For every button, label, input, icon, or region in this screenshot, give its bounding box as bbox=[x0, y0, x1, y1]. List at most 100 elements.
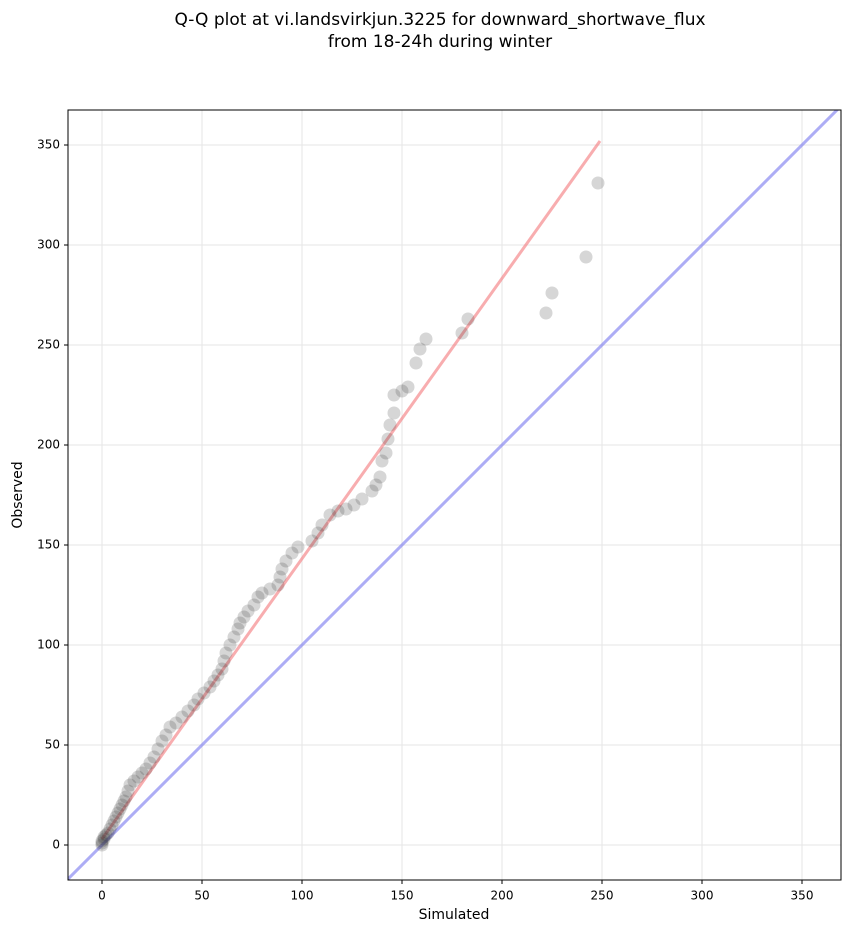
point bbox=[409, 356, 423, 370]
chart-title: Q-Q plot at vi.landsvirkjun.3225 for dow… bbox=[174, 10, 705, 30]
y-tick-label: 350 bbox=[37, 138, 60, 152]
point bbox=[311, 526, 325, 540]
point bbox=[355, 492, 369, 506]
point bbox=[387, 406, 401, 420]
point bbox=[211, 668, 225, 682]
chart-title: from 18-24h during winter bbox=[328, 32, 552, 52]
point bbox=[159, 728, 173, 742]
point bbox=[241, 604, 255, 618]
point bbox=[223, 638, 237, 652]
point bbox=[285, 546, 299, 560]
point bbox=[395, 384, 409, 398]
point bbox=[215, 662, 229, 676]
point bbox=[99, 828, 113, 842]
point bbox=[291, 540, 305, 554]
point bbox=[131, 770, 145, 784]
point bbox=[109, 810, 123, 824]
x-tick-label: 100 bbox=[291, 889, 314, 903]
point bbox=[369, 478, 383, 492]
point bbox=[379, 446, 393, 460]
point bbox=[271, 578, 285, 592]
point bbox=[169, 716, 183, 730]
x-tick-label: 200 bbox=[491, 889, 514, 903]
point bbox=[147, 750, 161, 764]
x-tick-label: 250 bbox=[591, 889, 614, 903]
point bbox=[365, 484, 379, 498]
point bbox=[227, 630, 241, 644]
point bbox=[121, 784, 135, 798]
point bbox=[263, 582, 277, 596]
point bbox=[127, 774, 141, 788]
point bbox=[101, 826, 115, 840]
point bbox=[203, 680, 217, 694]
point bbox=[113, 802, 127, 816]
x-axis-label: Simulated bbox=[419, 907, 490, 923]
x-tick-label: 150 bbox=[391, 889, 414, 903]
point bbox=[275, 562, 289, 576]
point bbox=[139, 762, 153, 776]
point bbox=[383, 418, 397, 432]
x-tick-label: 50 bbox=[194, 889, 209, 903]
point bbox=[387, 388, 401, 402]
point bbox=[413, 342, 427, 356]
point bbox=[219, 646, 233, 660]
point bbox=[375, 454, 389, 468]
point bbox=[155, 734, 169, 748]
point bbox=[455, 326, 469, 340]
y-tick-label: 50 bbox=[45, 738, 60, 752]
point bbox=[95, 834, 109, 848]
point bbox=[123, 778, 137, 792]
point bbox=[373, 470, 387, 484]
point bbox=[95, 838, 109, 852]
point bbox=[579, 250, 593, 264]
point bbox=[217, 654, 231, 668]
y-tick-label: 100 bbox=[37, 638, 60, 652]
axes-frame bbox=[67, 109, 842, 881]
point bbox=[591, 176, 605, 190]
point bbox=[255, 586, 269, 600]
point bbox=[207, 674, 221, 688]
point bbox=[111, 806, 125, 820]
point bbox=[97, 832, 111, 846]
x-tick-label: 0 bbox=[98, 889, 106, 903]
point bbox=[191, 692, 205, 706]
point bbox=[279, 554, 293, 568]
point bbox=[339, 502, 353, 516]
y-tick-label: 0 bbox=[52, 838, 60, 852]
point bbox=[305, 534, 319, 548]
point bbox=[119, 790, 133, 804]
point bbox=[347, 498, 361, 512]
point bbox=[237, 610, 251, 624]
point bbox=[95, 836, 109, 850]
point bbox=[539, 306, 553, 320]
point bbox=[143, 756, 157, 770]
point bbox=[545, 286, 559, 300]
point bbox=[107, 814, 121, 828]
point bbox=[419, 332, 433, 346]
y-tick-label: 300 bbox=[37, 238, 60, 252]
point bbox=[247, 598, 261, 612]
point bbox=[233, 616, 247, 630]
point bbox=[273, 570, 287, 584]
y-tick-label: 250 bbox=[37, 338, 60, 352]
point bbox=[151, 742, 165, 756]
point bbox=[117, 794, 131, 808]
point bbox=[115, 798, 129, 812]
reference-line bbox=[68, 110, 840, 880]
point bbox=[175, 710, 189, 724]
point bbox=[381, 432, 395, 446]
point bbox=[251, 590, 265, 604]
point bbox=[103, 822, 117, 836]
reference-line bbox=[100, 140, 602, 840]
y-tick-label: 150 bbox=[37, 538, 60, 552]
point bbox=[315, 518, 329, 532]
point bbox=[231, 622, 245, 636]
x-tick-label: 300 bbox=[691, 889, 714, 903]
point bbox=[97, 830, 111, 844]
point bbox=[323, 508, 337, 522]
y-axis-label: Observed bbox=[10, 461, 26, 528]
point bbox=[135, 766, 149, 780]
point bbox=[187, 698, 201, 712]
point bbox=[331, 504, 345, 518]
